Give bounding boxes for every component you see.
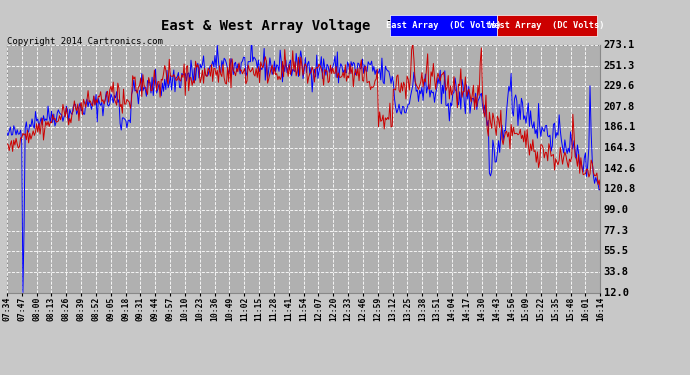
Text: 142.6: 142.6	[604, 164, 635, 174]
Text: 55.5: 55.5	[604, 246, 629, 256]
Text: 251.3: 251.3	[604, 61, 635, 70]
Text: 207.8: 207.8	[604, 102, 635, 112]
Text: 99.0: 99.0	[604, 205, 629, 215]
Text: 12.0: 12.0	[604, 288, 629, 297]
Text: 77.3: 77.3	[604, 226, 629, 236]
Text: 273.1: 273.1	[604, 40, 635, 50]
Text: Copyright 2014 Cartronics.com: Copyright 2014 Cartronics.com	[7, 38, 163, 46]
Text: 229.6: 229.6	[604, 81, 635, 91]
Text: 164.3: 164.3	[604, 143, 635, 153]
Text: East Array  (DC Volts): East Array (DC Volts)	[386, 21, 501, 30]
Text: 33.8: 33.8	[604, 267, 629, 277]
Text: East & West Array Voltage  Thu Dec 25  16:19: East & West Array Voltage Thu Dec 25 16:…	[161, 19, 529, 33]
Text: 186.1: 186.1	[604, 123, 635, 132]
Text: West Array  (DC Volts): West Array (DC Volts)	[489, 21, 604, 30]
Text: 120.8: 120.8	[604, 184, 635, 194]
